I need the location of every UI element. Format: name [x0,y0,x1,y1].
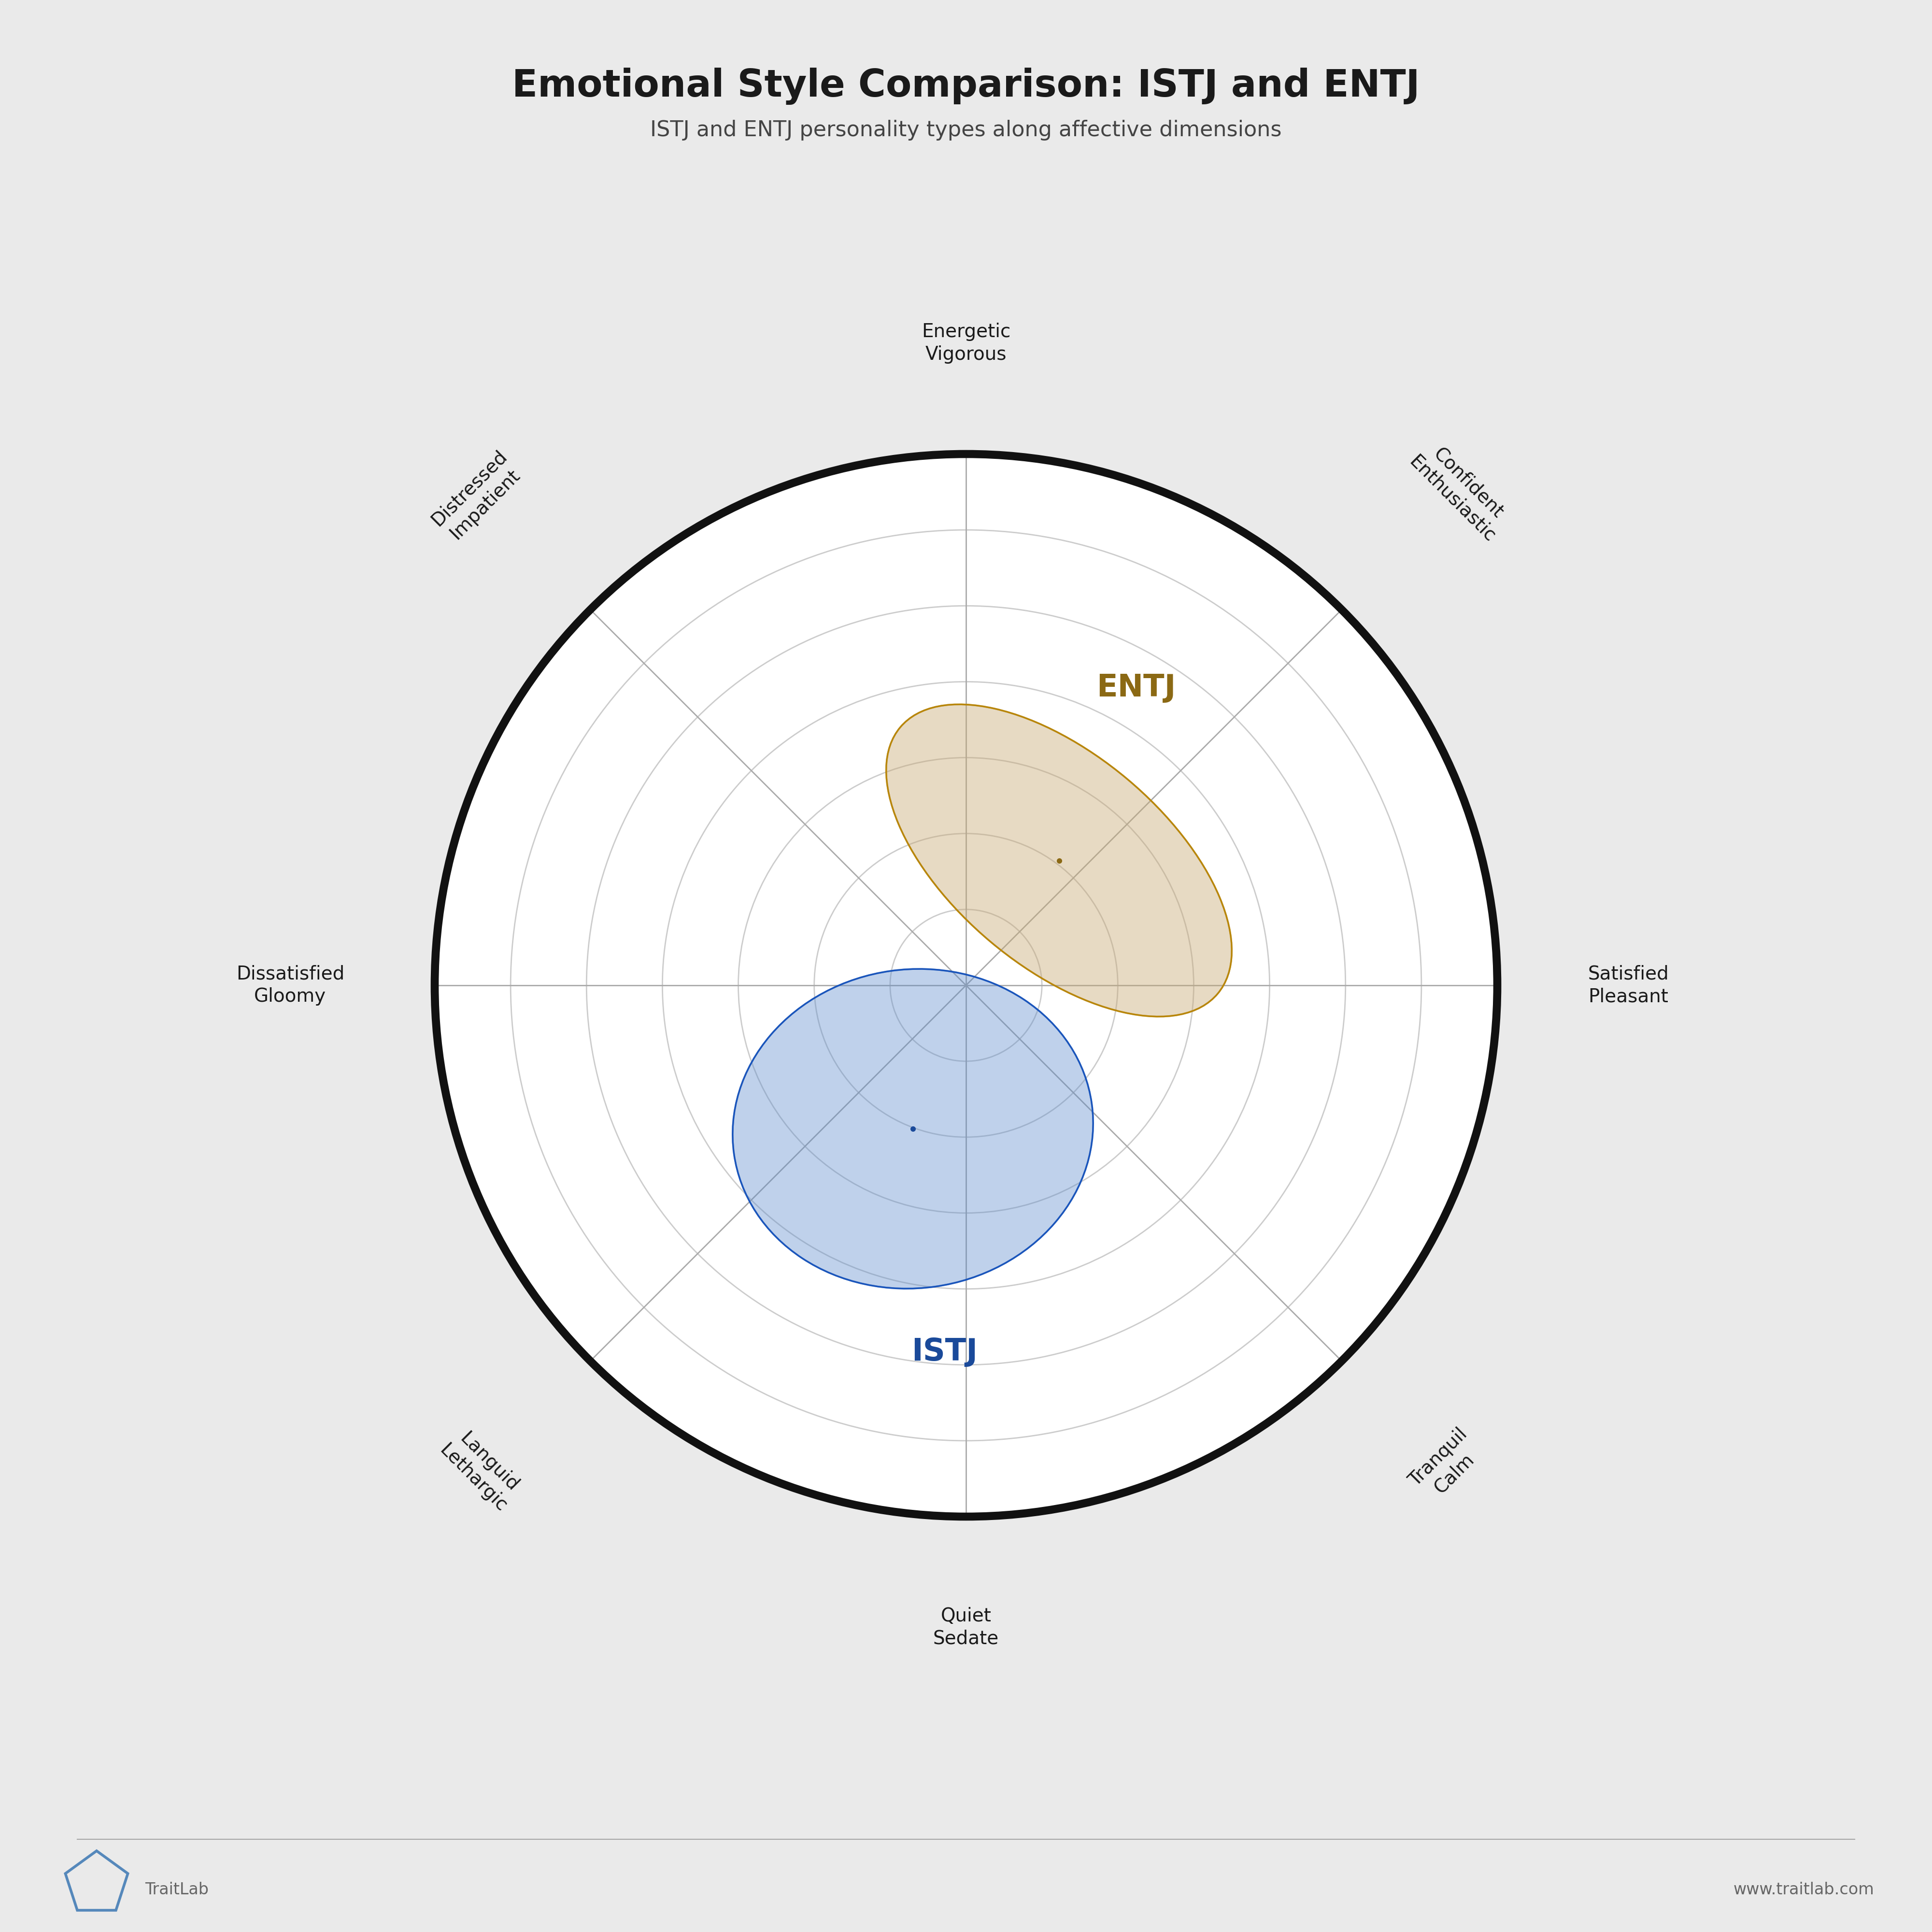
Text: Emotional Style Comparison: ISTJ and ENTJ: Emotional Style Comparison: ISTJ and ENT… [512,68,1420,104]
Text: Distressed
Impatient: Distressed Impatient [427,446,526,545]
Text: Quiet
Sedate: Quiet Sedate [933,1607,999,1648]
Text: Energetic
Vigorous: Energetic Vigorous [922,323,1010,363]
Ellipse shape [887,705,1233,1016]
Text: www.traitlab.com: www.traitlab.com [1733,1882,1874,1897]
Circle shape [510,529,1422,1441]
Text: ISTJ: ISTJ [912,1337,978,1368]
Ellipse shape [732,970,1094,1289]
Text: Satisfied
Pleasant: Satisfied Pleasant [1588,964,1669,1007]
Text: Tranquil
Calm: Tranquil Calm [1406,1426,1488,1507]
Text: TraitLab: TraitLab [145,1882,209,1897]
Circle shape [435,454,1497,1517]
Text: Confident
Enthusiastic: Confident Enthusiastic [1406,437,1515,545]
Circle shape [663,682,1269,1289]
Text: ENTJ: ENTJ [1095,672,1177,703]
Circle shape [891,910,1041,1061]
Text: Dissatisfied
Gloomy: Dissatisfied Gloomy [236,964,344,1007]
Circle shape [738,757,1194,1213]
Text: ISTJ and ENTJ personality types along affective dimensions: ISTJ and ENTJ personality types along af… [651,120,1281,141]
Circle shape [587,607,1345,1364]
Circle shape [813,833,1119,1138]
Text: Languid
Lethargic: Languid Lethargic [437,1426,526,1515]
